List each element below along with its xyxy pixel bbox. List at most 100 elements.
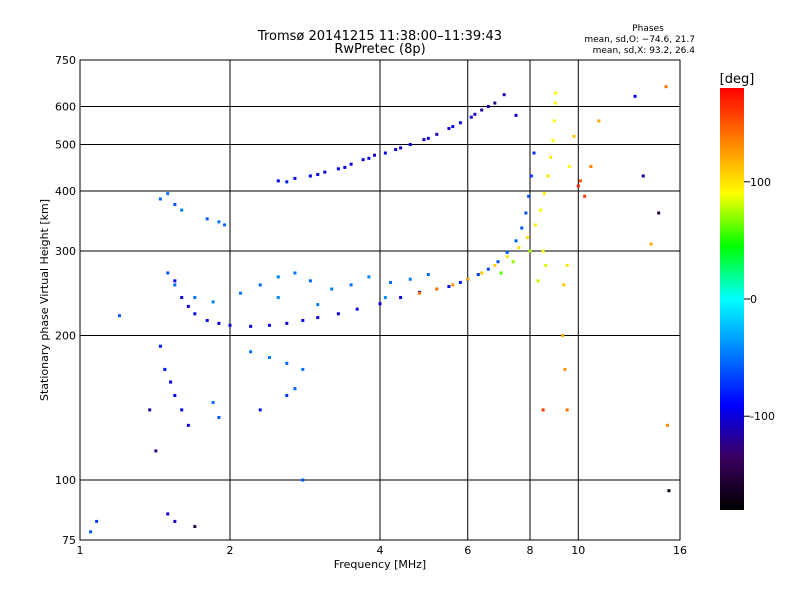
data-point xyxy=(373,153,377,157)
stats-o-line: mean, sd,O: −74.6, 21.7 xyxy=(584,35,695,45)
data-point xyxy=(458,280,462,284)
data-point xyxy=(249,350,253,354)
data-point xyxy=(163,367,167,371)
data-point xyxy=(276,296,280,300)
data-point xyxy=(562,283,566,287)
data-point xyxy=(664,85,668,89)
data-point xyxy=(572,134,576,138)
x-tick-labels: 1 2 4 6 8 10 16 xyxy=(77,544,688,557)
data-point xyxy=(276,179,280,183)
data-point xyxy=(527,194,531,198)
y-tick-label: 200 xyxy=(55,330,76,343)
data-point xyxy=(308,174,312,178)
data-point xyxy=(529,174,533,178)
data-point xyxy=(641,174,645,178)
data-point xyxy=(267,323,271,327)
data-point xyxy=(528,249,532,253)
data-point xyxy=(355,307,359,311)
data-point xyxy=(567,164,571,168)
data-point xyxy=(633,94,637,98)
data-point xyxy=(667,489,671,493)
data-point xyxy=(422,138,426,142)
data-point xyxy=(532,151,536,155)
y-tick-label: 600 xyxy=(55,101,76,114)
data-point xyxy=(514,113,518,117)
x-tick-label: 8 xyxy=(527,544,534,557)
y-tick-label: 500 xyxy=(55,139,76,152)
data-point xyxy=(301,318,305,322)
data-point xyxy=(505,255,509,259)
data-point xyxy=(158,197,162,201)
data-point xyxy=(447,285,451,289)
data-point xyxy=(435,287,439,291)
grid-lines xyxy=(80,60,680,540)
data-point xyxy=(154,449,158,453)
data-point xyxy=(576,184,580,188)
data-point xyxy=(323,170,327,174)
data-point xyxy=(480,108,484,112)
colorbar-tick-label: 0 xyxy=(750,293,757,306)
data-point xyxy=(316,173,320,177)
data-point xyxy=(186,423,190,427)
data-point xyxy=(223,223,227,227)
data-point xyxy=(408,143,412,147)
data-point xyxy=(553,91,557,95)
chart-subtitle: RwPretec (8p) xyxy=(334,42,425,57)
data-point xyxy=(533,223,537,227)
data-point xyxy=(316,303,320,307)
y-tick-label: 400 xyxy=(55,185,76,198)
x-tick-label: 10 xyxy=(571,544,585,557)
data-point xyxy=(399,146,403,150)
y-tick-labels: 75 100 200 300 400 500 600 750 xyxy=(55,54,76,547)
data-point xyxy=(217,321,221,325)
data-point xyxy=(552,119,556,123)
x-tick-label: 16 xyxy=(673,544,687,557)
data-point xyxy=(308,279,312,283)
data-point xyxy=(496,260,500,264)
data-point xyxy=(499,271,503,275)
data-point xyxy=(117,314,121,318)
data-point xyxy=(169,380,173,384)
data-point xyxy=(367,156,371,160)
y-tick-label: 100 xyxy=(55,474,76,487)
data-point xyxy=(511,260,515,264)
data-point xyxy=(193,312,197,316)
data-point xyxy=(551,138,555,142)
data-point xyxy=(408,277,412,281)
data-point xyxy=(541,249,545,253)
data-point xyxy=(293,387,297,391)
data-point xyxy=(173,394,177,398)
data-point xyxy=(293,176,297,180)
data-point xyxy=(505,250,509,254)
data-point xyxy=(536,279,540,283)
data-point xyxy=(258,283,262,287)
data-point xyxy=(539,208,543,212)
data-point xyxy=(336,312,340,316)
data-point xyxy=(249,324,253,328)
data-point xyxy=(378,302,382,306)
data-point xyxy=(486,267,490,271)
data-points xyxy=(89,85,671,534)
data-point xyxy=(95,519,99,523)
data-point xyxy=(285,321,289,325)
colorbar-tick-label: -100 xyxy=(750,410,775,423)
data-point xyxy=(458,121,462,125)
data-point xyxy=(544,263,548,267)
data-point xyxy=(657,211,661,215)
data-point xyxy=(158,344,162,348)
data-point xyxy=(426,136,430,140)
data-point xyxy=(473,112,477,116)
data-point xyxy=(394,148,398,152)
data-point xyxy=(285,394,289,398)
data-point xyxy=(217,415,221,419)
data-point xyxy=(480,271,484,275)
data-point xyxy=(546,174,550,178)
data-point xyxy=(524,211,528,215)
data-point xyxy=(180,208,184,212)
data-point xyxy=(383,151,387,155)
data-point xyxy=(517,246,521,250)
data-point xyxy=(343,165,347,169)
data-point xyxy=(565,408,569,412)
data-point xyxy=(583,194,587,198)
data-point xyxy=(211,300,215,304)
